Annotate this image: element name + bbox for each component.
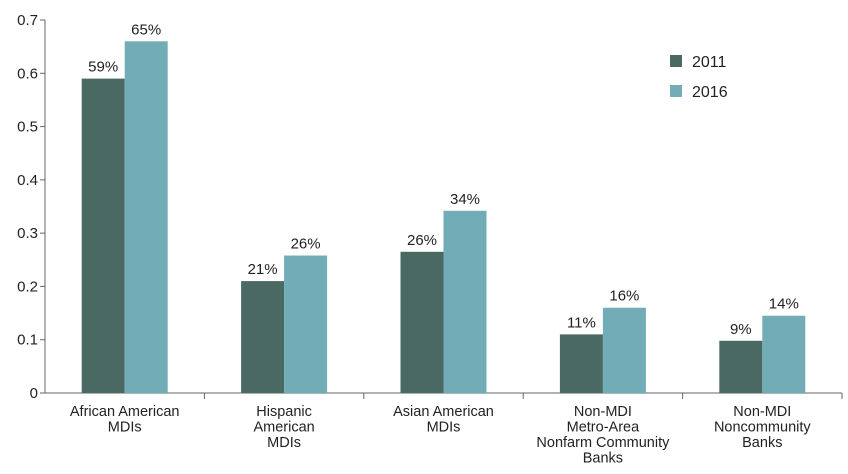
data-label-2016-2: 34% bbox=[450, 191, 480, 208]
bar-2011-2 bbox=[400, 251, 444, 393]
x-category-label: Hispanic bbox=[256, 404, 312, 420]
x-category-label: Asian American bbox=[393, 404, 494, 420]
bar-2011-4 bbox=[719, 340, 763, 393]
x-category-label: MDIs bbox=[427, 420, 461, 436]
x-category-label: Metro-Area bbox=[567, 420, 640, 436]
x-category-label: African American bbox=[70, 404, 180, 420]
bar-2016-2 bbox=[443, 210, 487, 393]
data-label-2011-4: 9% bbox=[730, 321, 752, 338]
y-tick-label: 0.1 bbox=[17, 332, 38, 349]
bar-2011-0 bbox=[81, 78, 125, 393]
x-category-label: Banks bbox=[742, 435, 782, 451]
x-category-label: Noncommunity bbox=[714, 420, 811, 436]
bars bbox=[81, 41, 806, 394]
data-label-2011-2: 26% bbox=[407, 232, 437, 249]
x-category-label: Non-MDI bbox=[574, 404, 632, 420]
bar-2016-0 bbox=[124, 41, 168, 394]
bar-2016-4 bbox=[762, 315, 806, 393]
legend-swatch-2011 bbox=[670, 55, 682, 67]
x-category-label: Non-MDI bbox=[733, 404, 791, 420]
legend: 2011 2016 bbox=[670, 54, 728, 101]
x-category-label: MDIs bbox=[267, 435, 301, 451]
legend-label-2011: 2011 bbox=[692, 54, 727, 71]
y-tick-label: 0.3 bbox=[17, 225, 38, 242]
data-label-2011-0: 59% bbox=[88, 59, 118, 76]
bar-2016-1 bbox=[284, 255, 328, 393]
data-label-2011-3: 11% bbox=[567, 314, 596, 331]
y-tick-label: 0.5 bbox=[17, 119, 38, 136]
data-label-2016-0: 65% bbox=[131, 21, 161, 38]
x-category-label: American bbox=[253, 420, 314, 436]
y-tick-label: 0.7 bbox=[17, 12, 38, 29]
data-label-2016-3: 16% bbox=[609, 288, 639, 305]
legend-label-2016: 2016 bbox=[692, 84, 728, 101]
y-tick-label: 0.4 bbox=[17, 172, 38, 189]
data-labels: 59% 65% 21% 26% 26% 34% 11% 16% 9% 14% bbox=[88, 21, 799, 337]
bar-2016-3 bbox=[602, 307, 646, 393]
y-tick-label: 0.2 bbox=[17, 278, 38, 295]
bar-2011-1 bbox=[241, 281, 285, 393]
data-label-2016-1: 26% bbox=[291, 236, 321, 253]
x-category-label: MDIs bbox=[108, 420, 142, 436]
data-label-2011-1: 21% bbox=[248, 261, 278, 278]
y-tick-label: 0 bbox=[30, 385, 38, 402]
x-category-label: Banks bbox=[583, 451, 623, 467]
data-label-2016-4: 14% bbox=[769, 296, 799, 313]
y-tick-label: 0.6 bbox=[17, 65, 38, 82]
legend-swatch-2016 bbox=[670, 85, 682, 97]
bar-2011-3 bbox=[559, 334, 603, 393]
x-category-label: Nonfarm Community bbox=[536, 435, 670, 451]
